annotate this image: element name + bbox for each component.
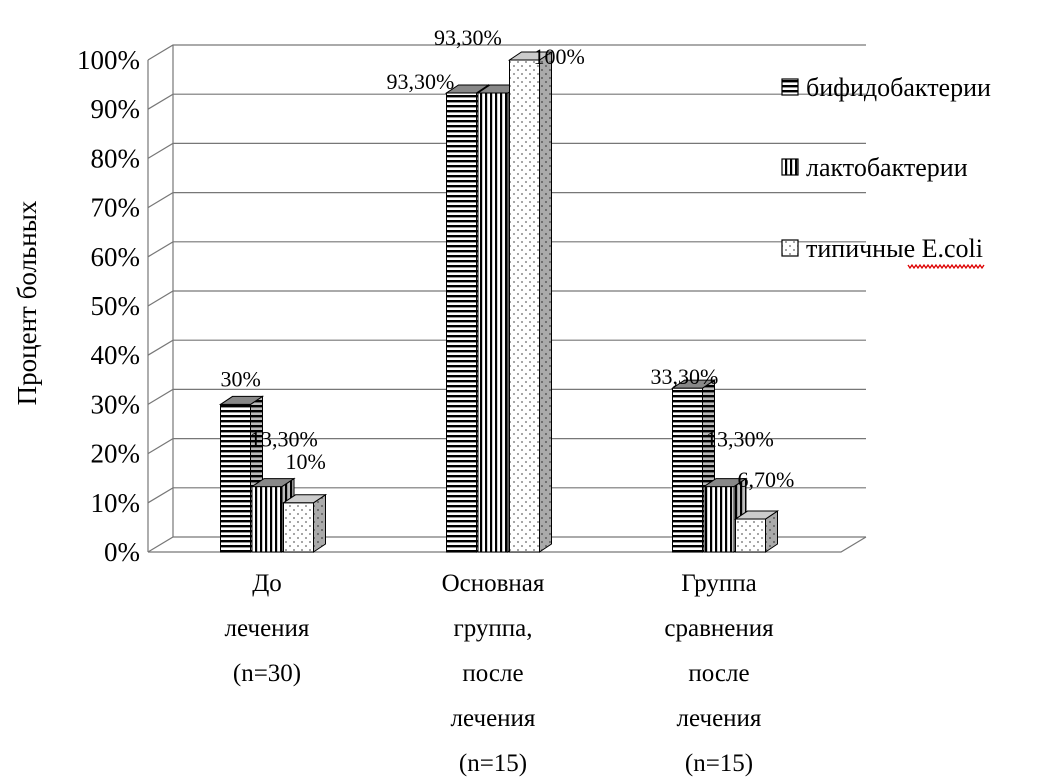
y-tick-label: 10% [91, 488, 141, 518]
data-label: 100% [534, 44, 585, 69]
y-axis-title: Процент больных [12, 200, 42, 405]
gridline [147, 44, 866, 61]
legend-item: типичные E.coli [781, 234, 983, 263]
bar-top [218, 395, 265, 405]
y-tick-label: 80% [91, 143, 141, 173]
bar-side [539, 51, 552, 553]
y-tick-label: 40% [91, 340, 141, 370]
data-label: 30% [221, 366, 261, 391]
x-category-label: Группа сравнения после лечения (n=15) [664, 570, 774, 777]
y-tick-label: 60% [91, 242, 141, 272]
legend-label: бифидобактерии [806, 73, 991, 102]
data-label: 93,30% [387, 69, 455, 94]
legend-label: лактобактерии [806, 153, 968, 182]
legend-swatch [781, 239, 799, 257]
bar [507, 51, 554, 553]
y-tick-label: 50% [91, 291, 141, 321]
bar-top [281, 494, 328, 504]
bars [218, 51, 780, 553]
bar-top [444, 84, 491, 94]
legend-swatch [781, 78, 799, 96]
y-axis-ticks: 0% 10% 20% 30% 40% 50% 60% 70% 80% 90% 100% [77, 45, 140, 567]
bar-front [672, 387, 703, 553]
data-label: 13,30% [250, 427, 318, 452]
y-tick-label: 70% [91, 193, 141, 223]
bar-top [507, 51, 554, 61]
bar-front [703, 486, 735, 553]
data-label: 13,30% [706, 427, 774, 452]
gridlines [147, 44, 867, 553]
y-tick-label: 20% [91, 439, 141, 469]
bar [733, 510, 780, 553]
legend-swatch [781, 158, 799, 176]
x-axis-categories: До лечения (n=30) Основная группа, после лечен… [225, 570, 775, 777]
bar-front [477, 92, 509, 553]
spellcheck-underline [907, 263, 985, 270]
bar [281, 493, 328, 553]
legend-item: бифидобактерии [781, 73, 991, 102]
bar-side [313, 493, 326, 553]
floor-edge [148, 536, 867, 553]
data-labels: 30%13,30%10%93,30%93,30%100%33,30%13,30%… [221, 25, 795, 492]
bar-top [733, 510, 780, 520]
y-tick-label: 30% [91, 389, 141, 419]
bar [218, 395, 265, 553]
bar-front [509, 59, 540, 553]
legend: бифидобактерии лактобактерии типичные E.co… [781, 73, 991, 270]
bar-front [220, 403, 251, 553]
data-label: 6,70% [738, 467, 795, 492]
bar-front [446, 92, 477, 553]
bar-top [670, 379, 717, 389]
bar-top [250, 478, 296, 488]
y-tick-label: 90% [91, 94, 141, 124]
data-label: 33,30% [651, 364, 719, 389]
data-label: 10% [286, 449, 326, 474]
x-category-label: До лечения (n=30) [225, 570, 310, 687]
bar-front [251, 486, 283, 553]
data-label: 93,30% [434, 25, 502, 50]
y-tick-label: 100% [77, 45, 140, 75]
bar-top [702, 478, 748, 488]
y-tick-label: 0% [104, 537, 140, 567]
legend-item: лактобактерии [781, 153, 968, 182]
legend-label: типичные E.coli [806, 234, 983, 263]
bar-front [283, 502, 314, 553]
bar-front [735, 518, 766, 553]
x-category-label: Основная группа, после лечения (n=15) [442, 570, 545, 777]
